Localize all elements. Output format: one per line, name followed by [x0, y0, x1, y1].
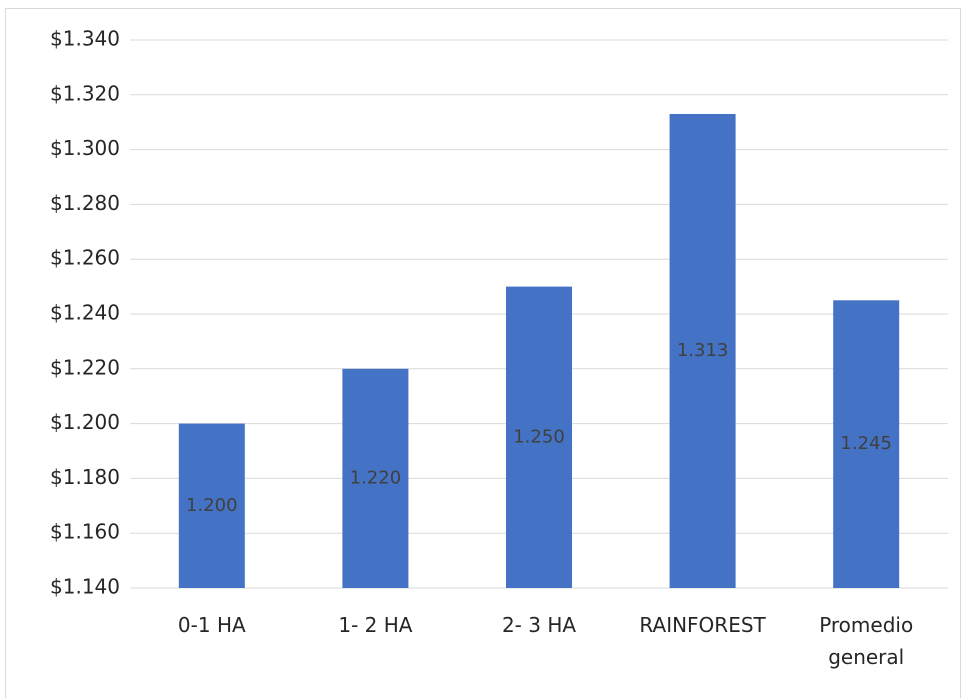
data-label: 1.250 — [513, 426, 565, 447]
bar[interactable] — [506, 286, 572, 588]
y-tick-label: $1.320 — [50, 81, 120, 105]
data-label: 1.245 — [840, 433, 892, 454]
y-tick-label: $1.340 — [50, 27, 120, 51]
x-tick-label: 1- 2 HA — [338, 613, 412, 637]
y-tick-label: $1.300 — [50, 136, 120, 160]
bar[interactable] — [833, 300, 900, 588]
y-tick-label: $1.260 — [50, 246, 120, 270]
x-tick-label: 2- 3 HA — [502, 613, 576, 637]
y-tick-label: $1.160 — [50, 520, 120, 544]
bar[interactable] — [669, 113, 736, 588]
y-tick-label: $1.180 — [50, 465, 120, 489]
y-tick-label: $1.280 — [50, 191, 120, 215]
data-label: 1.200 — [186, 495, 238, 516]
x-tick-label: 0-1 HA — [178, 613, 246, 637]
chart-frame — [5, 8, 961, 698]
y-tick-label: $1.140 — [50, 575, 120, 599]
bar[interactable] — [178, 423, 245, 588]
y-tick-label: $1.200 — [50, 410, 120, 434]
data-label: 1.220 — [350, 467, 402, 488]
data-label: 1.313 — [677, 340, 729, 361]
y-tick-label: $1.240 — [50, 301, 120, 325]
x-tick-label: Promedio — [819, 613, 913, 637]
x-tick-label: RAINFOREST — [639, 613, 766, 637]
bar[interactable] — [342, 368, 409, 588]
y-tick-label: $1.220 — [50, 355, 120, 379]
x-tick-label: general — [828, 645, 904, 669]
bar-chart: $1.140 $1.160 $1.180 $1.200 $1.220 $1.240 $1.2… — [50, 27, 948, 669]
